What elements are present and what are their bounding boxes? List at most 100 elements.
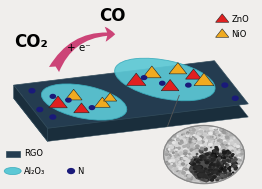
Circle shape <box>215 133 217 134</box>
Circle shape <box>229 161 231 162</box>
Circle shape <box>201 142 202 143</box>
Circle shape <box>181 173 182 174</box>
Circle shape <box>197 174 201 176</box>
Circle shape <box>183 174 185 176</box>
Circle shape <box>186 135 190 138</box>
Circle shape <box>222 146 225 148</box>
Circle shape <box>189 157 191 159</box>
Circle shape <box>198 170 199 172</box>
Circle shape <box>171 146 175 149</box>
Circle shape <box>200 151 203 153</box>
Circle shape <box>190 150 192 151</box>
Circle shape <box>220 167 223 170</box>
Circle shape <box>208 152 210 154</box>
Circle shape <box>204 139 206 140</box>
Circle shape <box>174 139 176 140</box>
Circle shape <box>195 156 197 157</box>
Circle shape <box>196 161 199 163</box>
Circle shape <box>167 151 168 152</box>
Circle shape <box>229 174 231 175</box>
Circle shape <box>218 170 221 173</box>
Circle shape <box>216 169 218 170</box>
Circle shape <box>225 163 227 164</box>
Circle shape <box>209 132 212 134</box>
Circle shape <box>209 152 211 153</box>
Circle shape <box>214 169 217 172</box>
Circle shape <box>208 143 211 146</box>
Circle shape <box>167 149 169 150</box>
Circle shape <box>226 145 227 146</box>
Circle shape <box>218 178 219 179</box>
Circle shape <box>170 167 172 169</box>
Circle shape <box>213 132 215 133</box>
Circle shape <box>215 131 218 133</box>
Circle shape <box>183 133 185 135</box>
Circle shape <box>196 145 199 147</box>
Circle shape <box>211 159 214 161</box>
Circle shape <box>221 162 224 164</box>
Circle shape <box>170 154 172 156</box>
Circle shape <box>223 170 227 172</box>
Circle shape <box>210 129 212 130</box>
Circle shape <box>216 142 218 144</box>
Circle shape <box>222 143 224 145</box>
Circle shape <box>204 131 207 133</box>
Circle shape <box>220 136 221 137</box>
Circle shape <box>191 152 194 155</box>
Circle shape <box>227 174 230 176</box>
Circle shape <box>222 134 225 136</box>
Circle shape <box>163 125 244 184</box>
Circle shape <box>50 115 56 119</box>
Circle shape <box>228 160 231 162</box>
Circle shape <box>187 132 190 135</box>
Circle shape <box>193 167 196 169</box>
Circle shape <box>228 144 230 145</box>
Circle shape <box>215 137 219 139</box>
Circle shape <box>221 167 223 169</box>
Circle shape <box>182 155 185 158</box>
Circle shape <box>185 168 187 170</box>
Circle shape <box>180 140 183 142</box>
Circle shape <box>184 157 187 159</box>
Circle shape <box>177 133 180 136</box>
Circle shape <box>236 145 238 147</box>
Circle shape <box>227 168 230 169</box>
Circle shape <box>189 170 192 172</box>
Circle shape <box>174 171 176 173</box>
Circle shape <box>186 165 190 167</box>
Circle shape <box>235 159 237 160</box>
Circle shape <box>213 130 214 131</box>
Circle shape <box>191 159 193 161</box>
Circle shape <box>197 159 199 160</box>
Circle shape <box>189 177 193 180</box>
Circle shape <box>182 154 184 156</box>
Circle shape <box>211 174 212 175</box>
Circle shape <box>204 149 207 151</box>
Circle shape <box>215 143 216 144</box>
Circle shape <box>206 148 207 149</box>
Circle shape <box>188 142 191 145</box>
Circle shape <box>172 152 174 153</box>
Circle shape <box>207 131 210 133</box>
Circle shape <box>195 135 198 137</box>
Circle shape <box>186 174 189 177</box>
Circle shape <box>217 161 220 163</box>
Circle shape <box>203 141 204 143</box>
Circle shape <box>170 168 171 169</box>
Circle shape <box>180 141 181 142</box>
Circle shape <box>217 149 219 150</box>
Circle shape <box>226 159 227 160</box>
Circle shape <box>222 163 225 164</box>
Circle shape <box>167 159 168 160</box>
Circle shape <box>195 148 199 150</box>
Circle shape <box>201 157 203 158</box>
Circle shape <box>227 172 229 173</box>
Circle shape <box>200 130 203 132</box>
Circle shape <box>215 141 216 142</box>
Polygon shape <box>14 85 48 141</box>
Polygon shape <box>103 93 117 101</box>
Circle shape <box>190 163 193 165</box>
Circle shape <box>200 159 201 160</box>
Circle shape <box>37 107 43 112</box>
Circle shape <box>186 135 189 137</box>
